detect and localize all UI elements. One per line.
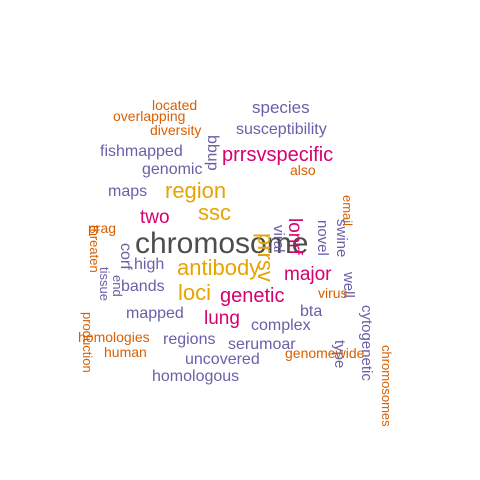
cloud-word-genomewide: genomewide [285,345,365,361]
cloud-word-high: high [134,256,164,273]
cloud-word-lung: lung [204,308,240,329]
cloud-word-uncovered: uncovered [185,351,260,368]
cloud-word-genomic: genomic [142,161,202,178]
cloud-word-loci: loci [178,280,211,305]
cloud-word-human: human [104,344,147,360]
cloud-word-maps: maps [108,183,147,200]
cloud-word-bta: bta [300,303,322,320]
cloud-word-prrsvspecific: prrsvspecific [222,144,333,166]
cloud-word-virus: virus [318,285,348,301]
cloud-word-major: major [284,264,332,285]
cloud-word-complex: complex [251,317,311,334]
cloud-word-genetic: genetic [220,285,285,307]
cloud-word-susceptibility: susceptibility [236,121,327,138]
cloud-word-also: also [290,162,316,178]
cloud-word-viral: viral [270,225,287,253]
cloud-word-species: species [252,98,310,117]
cloud-word-swine: swine [333,219,350,257]
cloud-word-email: email [340,195,355,226]
cloud-word-overlapping: overlapping [113,108,185,124]
cloud-word-bands: bands [121,278,165,295]
cloud-word-bbup: bbup [204,135,221,171]
cloud-word-lonrf: lonrf [284,218,305,256]
cloud-word-two: two [140,207,170,228]
cloud-word-mapped: mapped [126,305,184,322]
cloud-word-tissue: tissue [97,267,112,301]
cloud-word-novel: novel [314,220,331,256]
cloud-word-region: region [165,178,226,203]
cloud-word-fishmapped: fishmapped [100,143,183,160]
cloud-word-well: well [340,271,357,298]
cloud-word-corf: corf [117,243,134,270]
cloud-word-located: located [152,97,197,113]
cloud-word-chromosome: chromosome [135,227,308,260]
cloud-word-cytogenetic: cytogenetic [358,305,375,381]
cloud-word-diversity: diversity [150,122,201,138]
cloud-word-prrsv: prrsv [253,233,278,282]
cloud-word-homologous: homologous [152,368,239,385]
cloud-word-antibody: antibody [177,255,260,280]
cloud-word-end: end [110,275,125,297]
cloud-word-type: type [331,340,348,368]
cloud-word-production: production [80,312,95,373]
cloud-word-regions: regions [163,331,215,348]
cloud-word-serumoar: serumoar [228,336,296,353]
cloud-word-ssc: ssc [198,200,231,225]
cloud-word-chromosomes: chromosomes [379,345,394,427]
cloud-word-homologies: homologies [78,329,150,345]
cloud-word-prag: prag [88,220,116,236]
cloud-word-threaten: threaten [87,225,102,273]
